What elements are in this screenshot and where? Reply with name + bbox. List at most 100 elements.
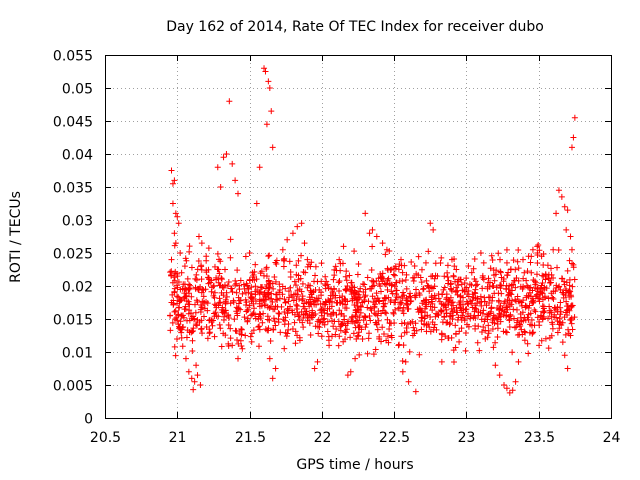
- data-point: [540, 251, 547, 258]
- data-point: [248, 312, 255, 319]
- data-point: [322, 282, 329, 289]
- data-point: [448, 287, 455, 294]
- data-point: [177, 250, 184, 256]
- data-point: [445, 277, 452, 284]
- data-point: [351, 287, 358, 294]
- data-point: [549, 325, 556, 332]
- data-point: [255, 316, 262, 323]
- data-point: [528, 322, 535, 329]
- data-point: [369, 293, 376, 300]
- data-point: [406, 348, 413, 355]
- data-point: [311, 278, 318, 285]
- data-point: [398, 333, 405, 340]
- data-point: [521, 337, 528, 344]
- data-point: [303, 308, 310, 315]
- data-point: [217, 184, 224, 190]
- data-point: [336, 277, 343, 284]
- data-point: [275, 310, 282, 317]
- data-point: [403, 297, 410, 304]
- data-point: [370, 299, 377, 306]
- data-point: [561, 352, 568, 359]
- data-point: [279, 283, 286, 290]
- data-point: [465, 323, 472, 330]
- data-point: [315, 330, 322, 337]
- data-point: [364, 304, 371, 311]
- data-point: [294, 332, 301, 339]
- data-point: [497, 285, 504, 292]
- data-point: [506, 316, 513, 323]
- data-point: [189, 328, 196, 335]
- data-point: [565, 330, 572, 337]
- data-point: [288, 307, 295, 314]
- data-point: [191, 378, 198, 385]
- data-point: [342, 336, 349, 343]
- data-point: [456, 338, 463, 345]
- data-point: [561, 203, 568, 210]
- data-point: [441, 284, 448, 291]
- data-point: [326, 298, 333, 305]
- data-point: [454, 287, 461, 294]
- data-point: [273, 296, 280, 303]
- data-point: [518, 326, 525, 333]
- data-point: [399, 295, 406, 302]
- data-point: [533, 271, 540, 278]
- data-point: [461, 279, 468, 286]
- data-point: [234, 267, 241, 274]
- data-point: [385, 275, 392, 282]
- data-point: [267, 338, 274, 345]
- data-point: [524, 340, 531, 347]
- data-point: [507, 313, 514, 320]
- data-point: [392, 265, 399, 272]
- data-point: [200, 299, 207, 306]
- data-point: [371, 282, 378, 289]
- data-point: [534, 243, 541, 250]
- data-point: [265, 284, 272, 291]
- data-point: [503, 259, 510, 266]
- data-point: [172, 210, 179, 217]
- data-point: [376, 281, 383, 288]
- data-point: [348, 279, 355, 286]
- data-point: [475, 323, 482, 330]
- data-point: [465, 293, 472, 300]
- data-point: [456, 328, 463, 335]
- data-point: [268, 295, 275, 302]
- data-point: [442, 304, 449, 311]
- data-point: [330, 310, 337, 317]
- data-point: [542, 335, 549, 342]
- data-point: [181, 295, 188, 302]
- data-point: [222, 300, 229, 307]
- data-point: [219, 304, 226, 311]
- data-point: [406, 293, 413, 300]
- data-point: [290, 297, 297, 304]
- data-point: [428, 296, 435, 303]
- data-point: [256, 164, 263, 171]
- data-point: [172, 352, 179, 359]
- data-point: [218, 343, 225, 350]
- data-point: [504, 306, 511, 313]
- data-point: [263, 121, 270, 128]
- data-point: [371, 304, 378, 311]
- data-point: [445, 298, 452, 305]
- data-point: [548, 319, 555, 326]
- data-point: [414, 306, 421, 313]
- data-point: [348, 288, 355, 295]
- data-point: [545, 345, 552, 352]
- data-point: [447, 310, 454, 317]
- data-point: [241, 314, 248, 321]
- y-tick-label: 0.02: [62, 280, 93, 296]
- data-point: [281, 255, 288, 262]
- data-point: [460, 294, 467, 301]
- data-point: [307, 331, 314, 338]
- data-point: [269, 299, 276, 306]
- data-point: [411, 327, 418, 334]
- data-point: [211, 289, 218, 296]
- x-tick-label: 24: [603, 430, 621, 446]
- x-tick-label: 21.5: [235, 430, 266, 446]
- data-point: [314, 358, 321, 365]
- data-point: [261, 302, 268, 309]
- data-point: [259, 284, 266, 291]
- data-point: [349, 313, 356, 320]
- data-point: [462, 329, 469, 336]
- data-point: [170, 297, 177, 304]
- data-point: [503, 246, 510, 253]
